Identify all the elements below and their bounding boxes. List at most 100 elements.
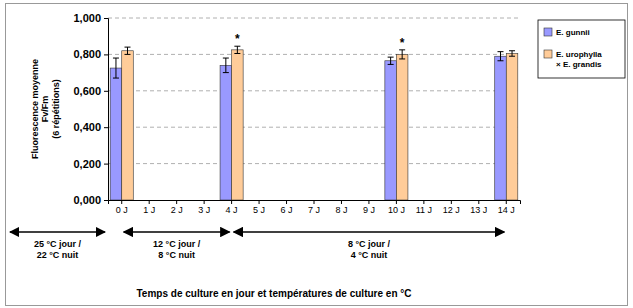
error-bar [223, 58, 229, 73]
bar [506, 53, 518, 200]
error-bar-stem [512, 51, 513, 56]
y-tick-label: 0,000 [73, 194, 101, 206]
x-axis-title: Temps de culture en jour et températures… [137, 288, 412, 299]
x-tick: 10 J [388, 200, 405, 215]
x-tick-mark [286, 200, 287, 204]
x-tick-mark [231, 200, 232, 204]
error-bar-cap [509, 50, 515, 51]
y-axis-title: Fluorescence moyenneFv/Fm(6 répétitions) [30, 59, 61, 159]
error-bar [509, 51, 515, 56]
y-tick-label: 1,000 [73, 12, 101, 24]
legend: E. gunnii E. urophylla× E. grandis [538, 20, 625, 78]
period-arrow [10, 231, 105, 233]
x-tick-label: 11 J [416, 205, 432, 215]
chart-frame [6, 4, 628, 306]
period-label-line: 4 °C nuit [351, 250, 388, 260]
x-tick-mark [259, 200, 260, 204]
x-tick: 9 J [363, 200, 375, 215]
legend-label-line: E. gunnii [556, 28, 590, 37]
error-bar-cap [509, 56, 515, 57]
x-tick-mark [341, 200, 342, 204]
x-tick-mark [423, 200, 424, 204]
x-tick-label: 13 J [470, 205, 487, 215]
annotation: * [235, 32, 240, 46]
x-tick: 7 J [308, 200, 320, 215]
grid-line [108, 18, 520, 19]
x-tick: 11 J [416, 200, 432, 215]
x-tick-label: 8 J [335, 205, 347, 215]
x-tick-mark [149, 200, 150, 204]
period-label: 12 °C jour /8 °C nuit [153, 239, 201, 260]
y-tick-label: 0,400 [73, 121, 101, 133]
period-arrow [124, 231, 230, 233]
error-bar [125, 47, 131, 54]
bar [220, 65, 232, 200]
x-axis: 0 J 1 J 2 J 3 J 4 J 5 J 6 J 7 J 8 J 9 J 10 J 11 J 12… [109, 200, 521, 215]
y-tick: 0,000 [73, 194, 108, 206]
error-bar-cap [388, 57, 394, 58]
bar [396, 54, 408, 200]
x-tick: 1 J [143, 200, 155, 215]
y-axis-line [104, 19, 109, 201]
period-label-line: 22 °C nuit [37, 250, 79, 260]
bar [385, 61, 397, 200]
error-bar-cap [388, 64, 394, 65]
period-label: 8 °C jour /4 °C nuit [348, 239, 391, 260]
error-bar-cap [113, 78, 119, 79]
grid-line [108, 54, 520, 55]
period-label-line: 8 °C nuit [158, 250, 195, 260]
legend-label-line: E. urophylla [556, 50, 602, 59]
error-bar-cap [223, 72, 229, 73]
error-bar-cap [399, 58, 405, 59]
x-tick-mark [506, 200, 507, 204]
x-tick: 0 J [116, 200, 128, 215]
x-tick-label: 14 J [498, 205, 515, 215]
x-tick: 13 J [470, 200, 487, 215]
error-bar-cap [125, 54, 131, 55]
error-bar-cap [125, 47, 131, 48]
grid-line [108, 127, 520, 128]
x-tick-label: 3 J [198, 205, 210, 215]
y-tick: 0,400 [73, 121, 108, 133]
x-tick: 2 J [171, 200, 183, 215]
error-bar-cap [113, 58, 119, 59]
x-tick-mark [176, 200, 177, 204]
error-bar-stem [237, 46, 238, 53]
y-tick-mark [104, 91, 108, 92]
error-bar [113, 58, 119, 78]
period-arrow [234, 231, 505, 233]
x-tick: 6 J [281, 200, 293, 215]
error-bar-cap [223, 58, 229, 59]
error-bar-stem [390, 57, 391, 64]
bar [122, 51, 134, 200]
y-tick: 0,800 [73, 48, 108, 60]
x-tick-label: 5 J [253, 205, 265, 215]
x-tick-label: 7 J [308, 205, 320, 215]
legend-swatch [544, 50, 552, 58]
period-label-line: 12 °C jour / [153, 239, 201, 249]
period-label-line: 8 °C jour / [348, 239, 391, 249]
x-tick: 4 J [226, 200, 238, 215]
error-bar [234, 46, 240, 53]
y-tick: 0,600 [73, 85, 108, 97]
x-tick-label: 12 J [443, 205, 460, 215]
legend-label-line: × E. grandis [556, 60, 602, 69]
error-bar-stem [225, 58, 226, 73]
period-label-line: 25 °C jour / [34, 239, 82, 249]
legend-label: E. gunnii [556, 28, 590, 37]
x-tick-label: 1 J [143, 205, 155, 215]
bar [495, 56, 507, 200]
x-tick: 5 J [253, 200, 265, 215]
legend-label: E. urophylla× E. grandis [556, 50, 602, 69]
x-tick-label: 9 J [363, 205, 375, 215]
error-bar-stem [500, 52, 501, 61]
error-bar-stem [402, 50, 403, 59]
error-bar [497, 52, 503, 61]
legend-swatch [544, 28, 552, 36]
bar [110, 68, 122, 200]
x-tick-mark [204, 200, 205, 204]
annotation: * [400, 36, 405, 50]
y-axis-title-line: Fv/Fm [40, 96, 50, 123]
y-tick: 1,000 [73, 12, 108, 24]
chart: 0,0000,2000,4000,6000,8001,0000 J1 J2 J3… [0, 0, 633, 308]
